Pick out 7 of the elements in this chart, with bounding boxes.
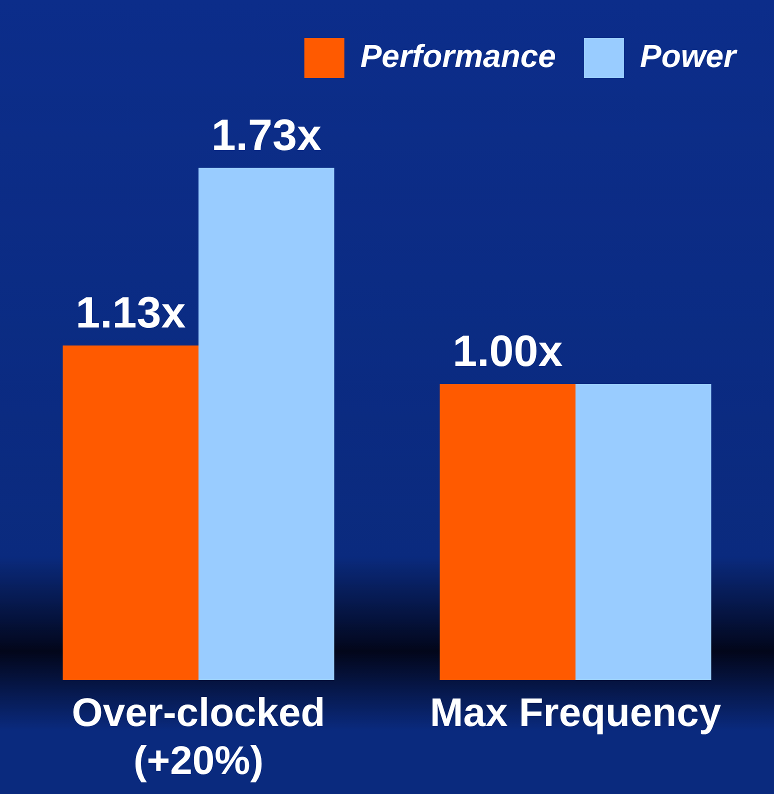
legend-label: Power: [640, 38, 738, 74]
x-tick-label: Over-clocked (+20%): [72, 691, 326, 784]
data-label: 1.00x: [452, 327, 564, 376]
x-tick-label: Max Frequency: [430, 691, 722, 736]
legend-label: Performance: [360, 38, 556, 74]
data-label: 1.73x: [211, 111, 322, 160]
data-label: 1.13x: [76, 288, 186, 338]
